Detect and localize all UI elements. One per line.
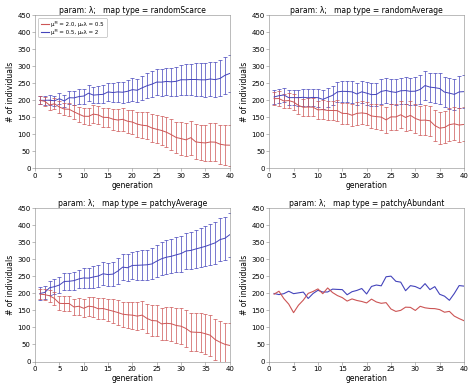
Title: param: λ;   map type = randomScarce: param: λ; map type = randomScarce [59, 5, 206, 14]
Y-axis label: # of individuals: # of individuals [240, 255, 249, 315]
X-axis label: generation: generation [346, 181, 388, 190]
X-axis label: generation: generation [346, 375, 388, 384]
Y-axis label: # of individuals: # of individuals [6, 255, 15, 315]
X-axis label: generation: generation [111, 181, 153, 190]
Legend: μᴹ = 2.0, μₐλ = 0.5, μᴹ = 0.5, μₐλ = 2: μᴹ = 2.0, μₐλ = 0.5, μᴹ = 0.5, μₐλ = 2 [38, 18, 107, 37]
Title: param: λ;   map type = patchyAbundant: param: λ; map type = patchyAbundant [289, 199, 444, 208]
Title: param: λ;   map type = randomAverage: param: λ; map type = randomAverage [290, 5, 443, 14]
Y-axis label: # of individuals: # of individuals [240, 62, 249, 122]
Y-axis label: # of individuals: # of individuals [6, 62, 15, 122]
Title: param: λ;   map type = patchyAverage: param: λ; map type = patchyAverage [58, 199, 207, 208]
X-axis label: generation: generation [111, 375, 153, 384]
